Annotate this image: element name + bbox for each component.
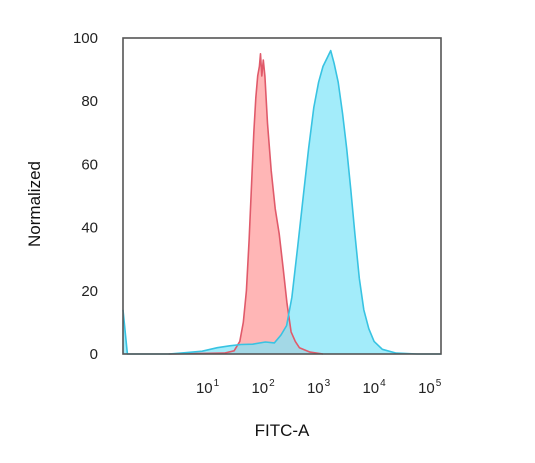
y-axis-title: Normalized bbox=[25, 161, 44, 247]
y-tick-label: 20 bbox=[81, 283, 98, 300]
y-axis-ticks: 0 20 40 60 80 100 bbox=[73, 30, 98, 363]
y-tick-label: 80 bbox=[81, 93, 98, 110]
y-tick-label: 60 bbox=[81, 156, 98, 173]
x-tick-label: 101 bbox=[196, 378, 220, 397]
x-axis-ticks: 101 102 103 104 105 bbox=[196, 378, 442, 397]
histogram-outline-1 bbox=[168, 52, 324, 355]
x-tick-label: 103 bbox=[307, 378, 331, 397]
x-axis-title: FITC-A bbox=[255, 421, 310, 440]
histogram-outline-2 bbox=[122, 49, 441, 355]
plot-frame bbox=[122, 37, 442, 355]
x-tick-label: 102 bbox=[251, 378, 275, 397]
y-tick-label: 100 bbox=[73, 30, 98, 47]
y-tick-label: 0 bbox=[90, 346, 98, 363]
series-layer bbox=[122, 49, 441, 355]
x-tick-label: 104 bbox=[362, 378, 386, 397]
x-tick-label: 105 bbox=[418, 378, 442, 397]
y-tick-label: 40 bbox=[81, 220, 98, 237]
